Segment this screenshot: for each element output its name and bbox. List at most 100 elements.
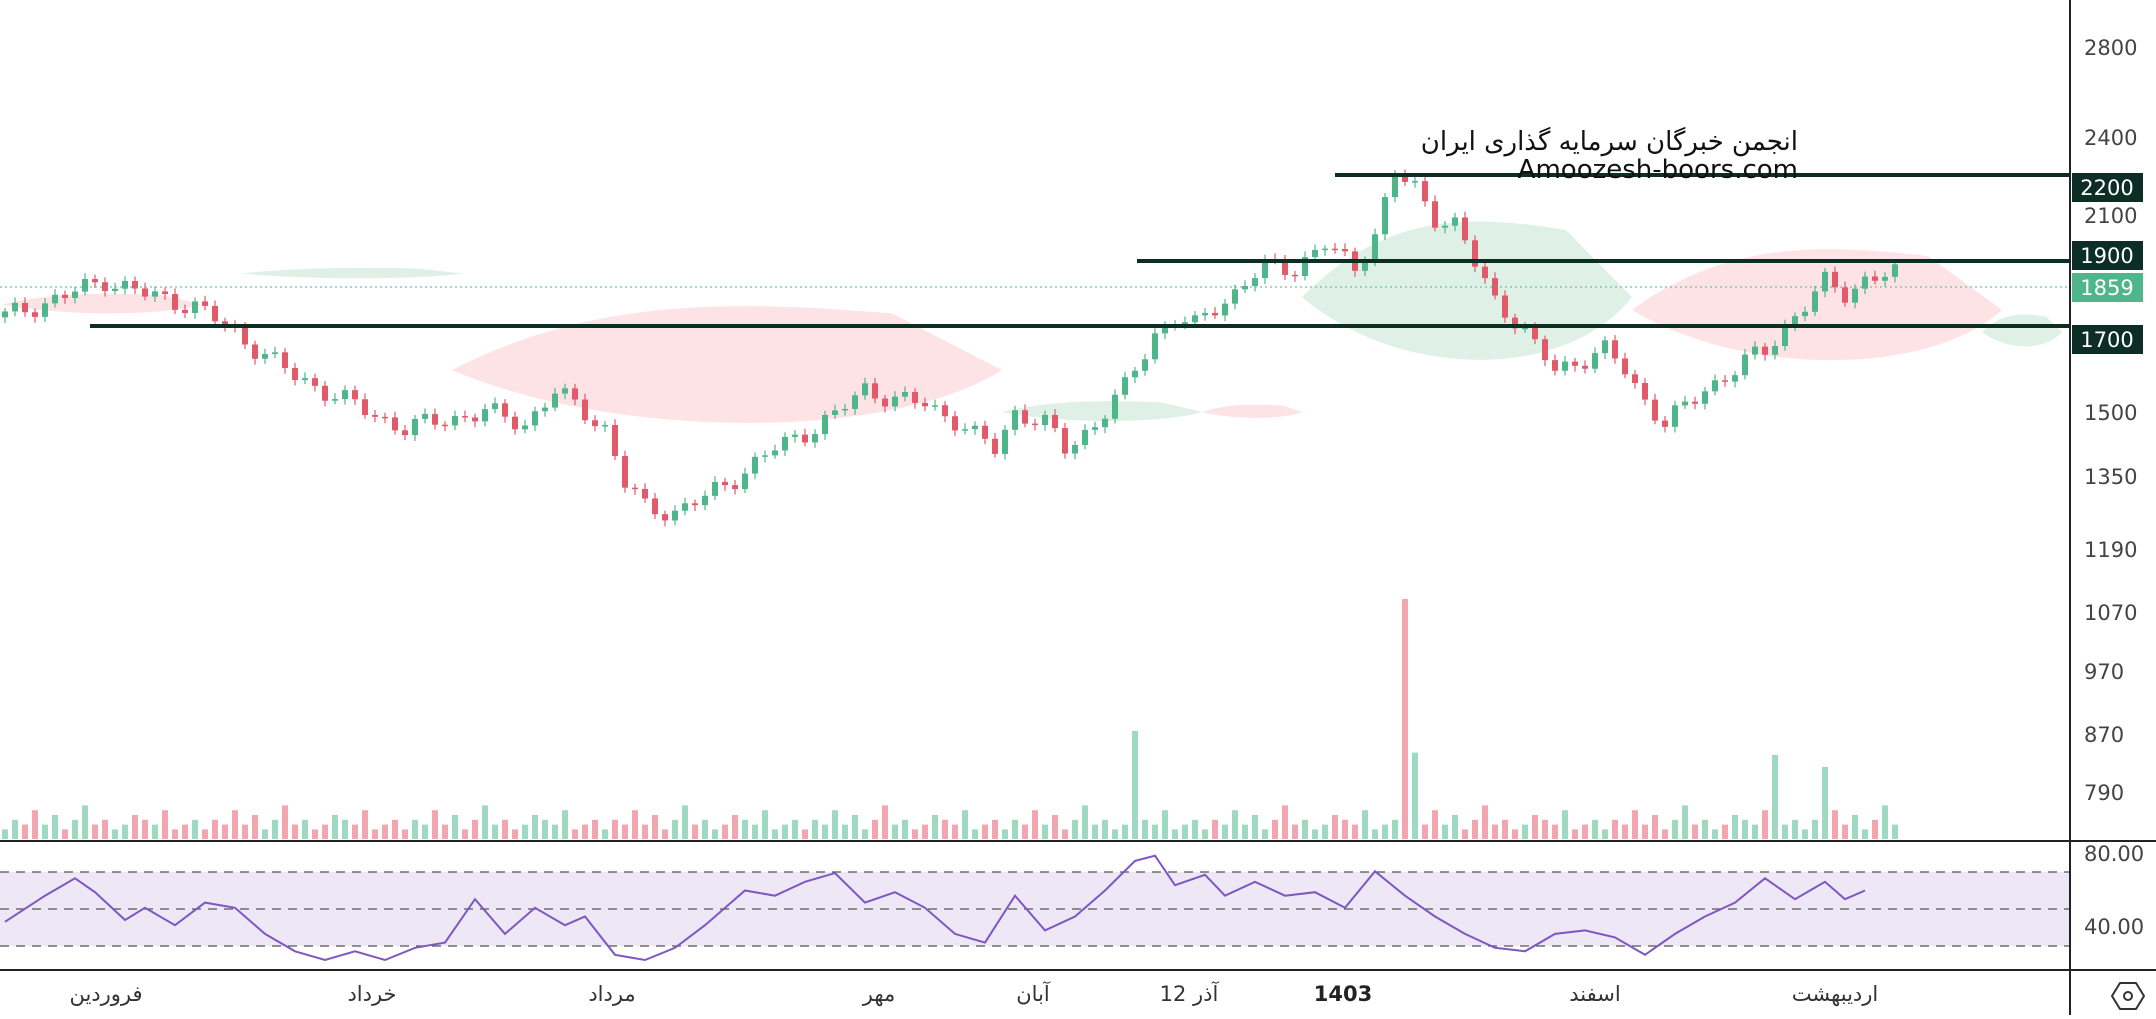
candle-down [1332, 248, 1338, 251]
candle-up [1132, 370, 1138, 378]
volume-bar [322, 824, 328, 839]
price-tick: 1190 [2084, 538, 2137, 562]
volume-bar [32, 810, 38, 839]
candle-up [742, 473, 748, 490]
volume-bar [302, 819, 308, 839]
volume-bar [22, 824, 28, 839]
candle-down [212, 305, 218, 322]
candle-down [1482, 266, 1488, 279]
volume-bar [1222, 824, 1228, 839]
volume-bar [652, 815, 658, 839]
candle-up [1672, 405, 1678, 427]
candle-down [142, 288, 148, 297]
candle-up [1412, 181, 1418, 183]
candle-down [942, 405, 948, 417]
candle-up [1002, 429, 1008, 454]
volume-bar [812, 819, 818, 839]
time-label: آبان [1016, 981, 1051, 1006]
volume-bar [1212, 819, 1218, 839]
candle-up [932, 405, 938, 407]
candle-up [762, 455, 768, 457]
candle-up [482, 409, 488, 422]
volume-bar [1192, 819, 1198, 839]
volume-bar [822, 824, 828, 839]
volume-bar [222, 824, 228, 839]
volume-bar [642, 824, 648, 839]
candle-up [1012, 410, 1018, 430]
last-price-badge[interactable] [2072, 273, 2143, 302]
volume-bar [872, 819, 878, 839]
price-tick: 970 [2084, 660, 2124, 684]
price-tick: 1500 [2084, 401, 2137, 425]
horizontal-levels[interactable] [90, 173, 2070, 328]
candle-down [912, 392, 918, 403]
candle-up [1102, 418, 1108, 428]
volume-bar [1452, 815, 1458, 839]
candle-down [392, 417, 398, 431]
volume-bar [972, 829, 978, 839]
candle-down [612, 424, 618, 457]
volume-bar [712, 829, 718, 839]
volume-bar [942, 819, 948, 839]
level-badge-1900[interactable] [2072, 241, 2143, 270]
candle-up [892, 396, 898, 407]
volume-bar [622, 824, 628, 839]
volume-bar [1002, 829, 1008, 839]
volume-bar [382, 824, 388, 839]
candle-up [452, 416, 458, 426]
volume-bar [962, 810, 968, 839]
volume-bar [292, 824, 298, 839]
volume-bar [52, 815, 58, 839]
volume-bar [452, 815, 458, 839]
candle-down [362, 399, 368, 415]
gear-hexagon-icon[interactable] [2110, 982, 2146, 1010]
candle-down [132, 280, 138, 289]
volume-bar [992, 819, 998, 839]
time-label-year: 1403 [1314, 982, 1372, 1006]
volume-bar [1382, 824, 1388, 839]
candle-down [952, 416, 958, 431]
volume-bar [1332, 815, 1338, 839]
volume-bar [1502, 819, 1508, 839]
volume-bar [1762, 810, 1768, 839]
volume-bar [72, 819, 78, 839]
volume-bar [842, 824, 848, 839]
volume-bar [1432, 810, 1438, 839]
candle-down [202, 301, 208, 306]
volume-bar [732, 815, 738, 839]
volume-bar [502, 819, 508, 839]
candle-down [1692, 401, 1698, 404]
candle-up [1252, 278, 1258, 286]
candle-down [1402, 175, 1408, 182]
candle-down [432, 414, 438, 425]
candle-up [542, 407, 548, 412]
volume-bar [782, 824, 788, 839]
volume-bar [532, 815, 538, 839]
volume-bar [1752, 824, 1758, 839]
volume-bar [1092, 824, 1098, 839]
candle-up [1602, 340, 1608, 354]
volume-bar [692, 824, 698, 839]
candle-up [672, 510, 678, 521]
level-badge-1700[interactable] [2072, 325, 2143, 354]
candle-down [582, 399, 588, 421]
candle-down [462, 416, 468, 418]
candle-up [272, 352, 278, 354]
volume-bar [902, 819, 908, 839]
volume-bar [1582, 824, 1588, 839]
candle-up [262, 353, 268, 359]
candle-down [182, 309, 188, 314]
volume-bar [1322, 824, 1328, 839]
volume-bar [1862, 829, 1868, 839]
volume-bar [1152, 824, 1158, 839]
candle-up [1592, 353, 1598, 369]
level-badge-2200[interactable] [2072, 173, 2143, 202]
time-axis[interactable]: فروردین خرداد مرداد مهر آبان 12 آذر 1403… [69, 981, 1878, 1006]
time-label: فروردین [69, 982, 142, 1006]
volume-bar [132, 815, 138, 839]
candle-up [1682, 401, 1688, 406]
price-axis[interactable]: 2800 2400 2100 1500 1350 1190 1070 970 8… [2072, 36, 2144, 939]
candle-down [512, 416, 518, 430]
